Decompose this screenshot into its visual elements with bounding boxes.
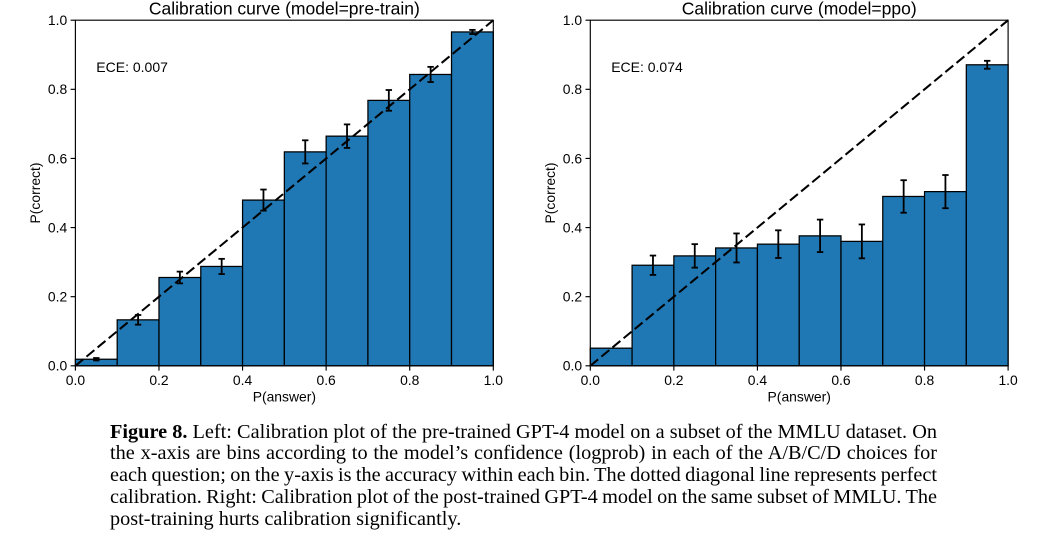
svg-text:0.6: 0.6 (831, 372, 851, 388)
svg-text:1.0: 1.0 (998, 372, 1018, 388)
svg-text:0.8: 0.8 (563, 81, 583, 97)
svg-text:P(answer): P(answer) (768, 388, 831, 404)
svg-text:0.4: 0.4 (563, 219, 583, 235)
svg-text:0.0: 0.0 (563, 358, 583, 374)
svg-text:0.6: 0.6 (48, 150, 68, 166)
svg-text:0.0: 0.0 (48, 358, 68, 374)
svg-text:1.0: 1.0 (563, 12, 583, 28)
svg-text:0.8: 0.8 (400, 372, 420, 388)
svg-text:0.8: 0.8 (48, 81, 68, 97)
svg-text:P(correct): P(correct) (542, 163, 558, 224)
svg-text:ECE: 0.007: ECE: 0.007 (96, 59, 168, 75)
svg-text:0.0: 0.0 (581, 372, 601, 388)
svg-text:0.6: 0.6 (316, 372, 336, 388)
svg-text:1.0: 1.0 (484, 372, 504, 388)
svg-text:0.2: 0.2 (149, 372, 169, 388)
svg-text:Calibration curve (model=pre-t: Calibration curve (model=pre-train) (149, 0, 420, 19)
svg-text:P(correct): P(correct) (27, 163, 43, 224)
svg-text:0.2: 0.2 (664, 372, 684, 388)
svg-text:0.4: 0.4 (48, 219, 68, 235)
svg-text:1.0: 1.0 (48, 12, 68, 28)
svg-text:0.0: 0.0 (66, 372, 86, 388)
svg-text:Calibration curve (model=ppo): Calibration curve (model=ppo) (682, 0, 917, 19)
svg-text:ECE: 0.074: ECE: 0.074 (611, 59, 683, 75)
svg-text:0.2: 0.2 (48, 289, 68, 305)
svg-text:0.2: 0.2 (563, 289, 583, 305)
svg-text:0.8: 0.8 (915, 372, 935, 388)
svg-text:0.6: 0.6 (563, 150, 583, 166)
svg-text:0.4: 0.4 (233, 372, 253, 388)
svg-text:0.4: 0.4 (748, 372, 768, 388)
svg-text:P(answer): P(answer) (253, 388, 316, 404)
